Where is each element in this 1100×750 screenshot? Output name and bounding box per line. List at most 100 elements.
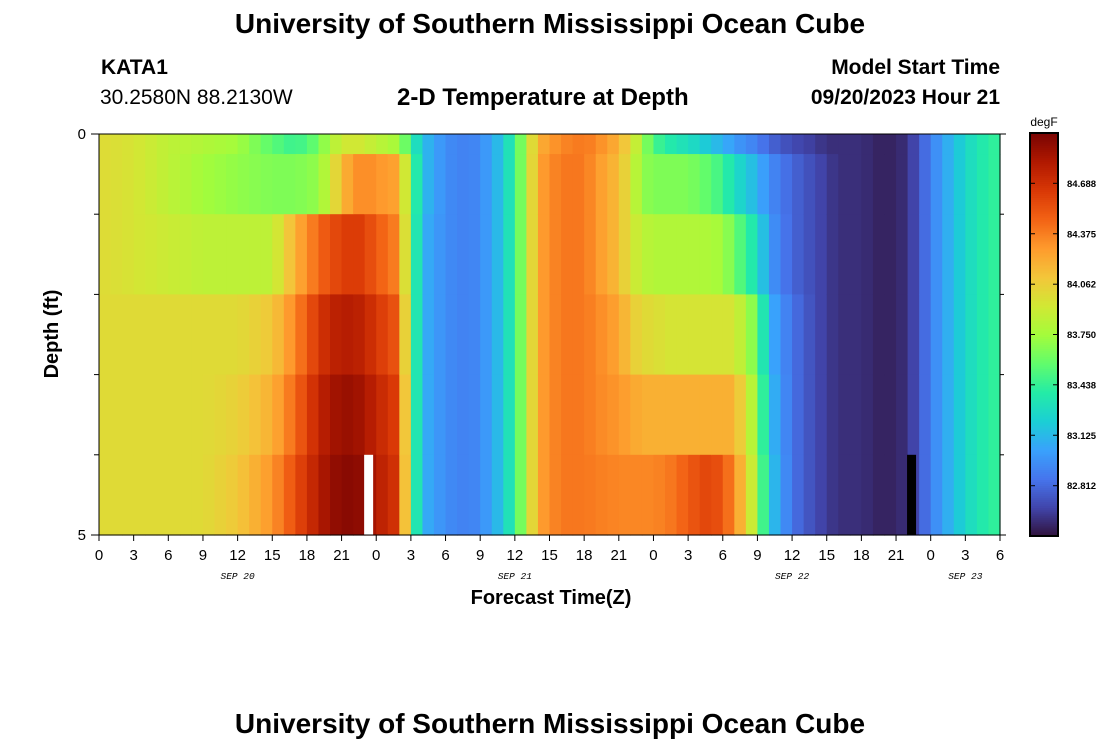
heatmap-cell <box>803 294 816 376</box>
heatmap-cell <box>214 294 227 376</box>
colorbar-segment <box>1030 312 1058 315</box>
heatmap-cell <box>514 294 527 376</box>
heatmap-cell <box>722 214 735 295</box>
heatmap-cell <box>399 454 412 536</box>
heatmap-cell <box>641 374 655 456</box>
heatmap-cell <box>295 454 308 536</box>
colorbar-segment <box>1030 511 1058 515</box>
colorbar-segment <box>1030 163 1058 166</box>
colorbar-segment <box>1030 411 1058 414</box>
colorbar-segment <box>1030 489 1058 493</box>
heatmap-cell <box>491 374 504 456</box>
heatmap-cell <box>537 134 551 155</box>
heatmap-cell <box>861 214 874 295</box>
heatmap-cell <box>607 134 620 155</box>
x-tick-label: 6 <box>996 547 1004 564</box>
heatmap-cell <box>376 134 389 155</box>
heatmap-cell <box>907 294 920 376</box>
heatmap-cell <box>491 154 504 215</box>
heatmap-cell <box>283 454 296 536</box>
x-tick-label: 6 <box>164 547 172 564</box>
heatmap-cell <box>145 154 158 215</box>
colorbar-segment <box>1030 445 1058 448</box>
heatmap-cell <box>711 374 724 456</box>
heatmap-cell <box>607 214 620 295</box>
x-tick-label: 0 <box>649 547 657 564</box>
heatmap-cell <box>896 374 909 456</box>
colorbar-segment <box>1030 247 1058 251</box>
colorbar-segment <box>1030 227 1058 231</box>
heatmap-cell <box>480 134 493 155</box>
colorbar-segment <box>1030 195 1058 198</box>
heatmap-cell <box>249 294 262 376</box>
y-tick-label: 0 <box>78 126 86 143</box>
heatmap-cell <box>734 214 747 295</box>
x-tick-label: 9 <box>476 547 484 564</box>
colorbar-segment <box>1030 265 1058 269</box>
heatmap-cell <box>688 134 701 155</box>
heatmap-cell <box>711 134 724 155</box>
heatmap-cell <box>780 154 793 215</box>
colorbar-segment <box>1030 374 1058 378</box>
heatmap-cell <box>433 374 447 456</box>
heatmap-cell <box>445 294 458 376</box>
heatmap-cell <box>711 294 724 376</box>
colorbar-segment <box>1030 513 1058 517</box>
colorbar-segment <box>1030 207 1058 211</box>
colorbar-segment <box>1030 396 1058 400</box>
heatmap-cell <box>953 454 966 536</box>
heatmap-cell <box>526 294 539 376</box>
heatmap-cell <box>445 454 458 536</box>
heatmap-cell <box>676 454 689 536</box>
heatmap-cells <box>99 134 1001 536</box>
heatmap-cell <box>410 374 424 456</box>
colorbar-segment <box>1030 280 1058 283</box>
heatmap-cell <box>341 154 354 215</box>
colorbar-segment <box>1030 364 1058 368</box>
x-tick-label: 3 <box>961 547 969 564</box>
heatmap-cell <box>226 154 239 215</box>
heatmap-cell <box>145 214 158 295</box>
heatmap-cell <box>953 374 966 456</box>
heatmap-cell <box>976 454 990 536</box>
heatmap-cell <box>445 154 458 215</box>
colorbar-segment <box>1030 340 1058 344</box>
colorbar-segment <box>1030 398 1058 402</box>
heatmap-cell <box>133 134 146 155</box>
heatmap-cell <box>722 374 735 456</box>
colorbar-segment <box>1030 241 1058 245</box>
colorbar-segment <box>1030 225 1058 229</box>
heatmap-cell <box>896 154 909 215</box>
colorbar-segment <box>1030 405 1058 408</box>
heatmap-cell <box>260 454 273 536</box>
heatmap-cell <box>237 374 250 456</box>
colorbar-segment <box>1030 360 1058 364</box>
heatmap-cell <box>688 454 701 536</box>
heatmap-cell <box>480 154 493 215</box>
heatmap-cell <box>122 454 135 536</box>
heatmap-cell <box>422 214 435 295</box>
colorbar-segment <box>1030 251 1058 255</box>
x-tick-label: 21 <box>610 547 627 564</box>
heatmap-cell <box>156 134 169 155</box>
heatmap-cell <box>99 454 112 536</box>
heatmap-cell <box>665 294 678 376</box>
heatmap-cell <box>976 374 990 456</box>
colorbar-tick-label: 82.812 <box>1067 481 1096 492</box>
heatmap-cell <box>468 154 481 215</box>
colorbar-segment <box>1030 413 1058 416</box>
heatmap-cell <box>514 154 527 215</box>
x-tick-label: 12 <box>507 547 524 564</box>
heatmap-cell <box>318 134 331 155</box>
heatmap-cell <box>861 134 874 155</box>
heatmap-cell <box>457 214 470 295</box>
colorbar-segment <box>1030 386 1058 390</box>
heatmap-cell <box>653 454 666 536</box>
x-tick-label: 18 <box>853 547 870 564</box>
heatmap-cell <box>283 294 296 376</box>
heatmap-cell <box>260 214 273 295</box>
colorbar-segment <box>1030 233 1058 237</box>
colorbar-segment <box>1030 368 1058 372</box>
colorbar-segment <box>1030 259 1058 263</box>
colorbar-segment <box>1030 231 1058 235</box>
